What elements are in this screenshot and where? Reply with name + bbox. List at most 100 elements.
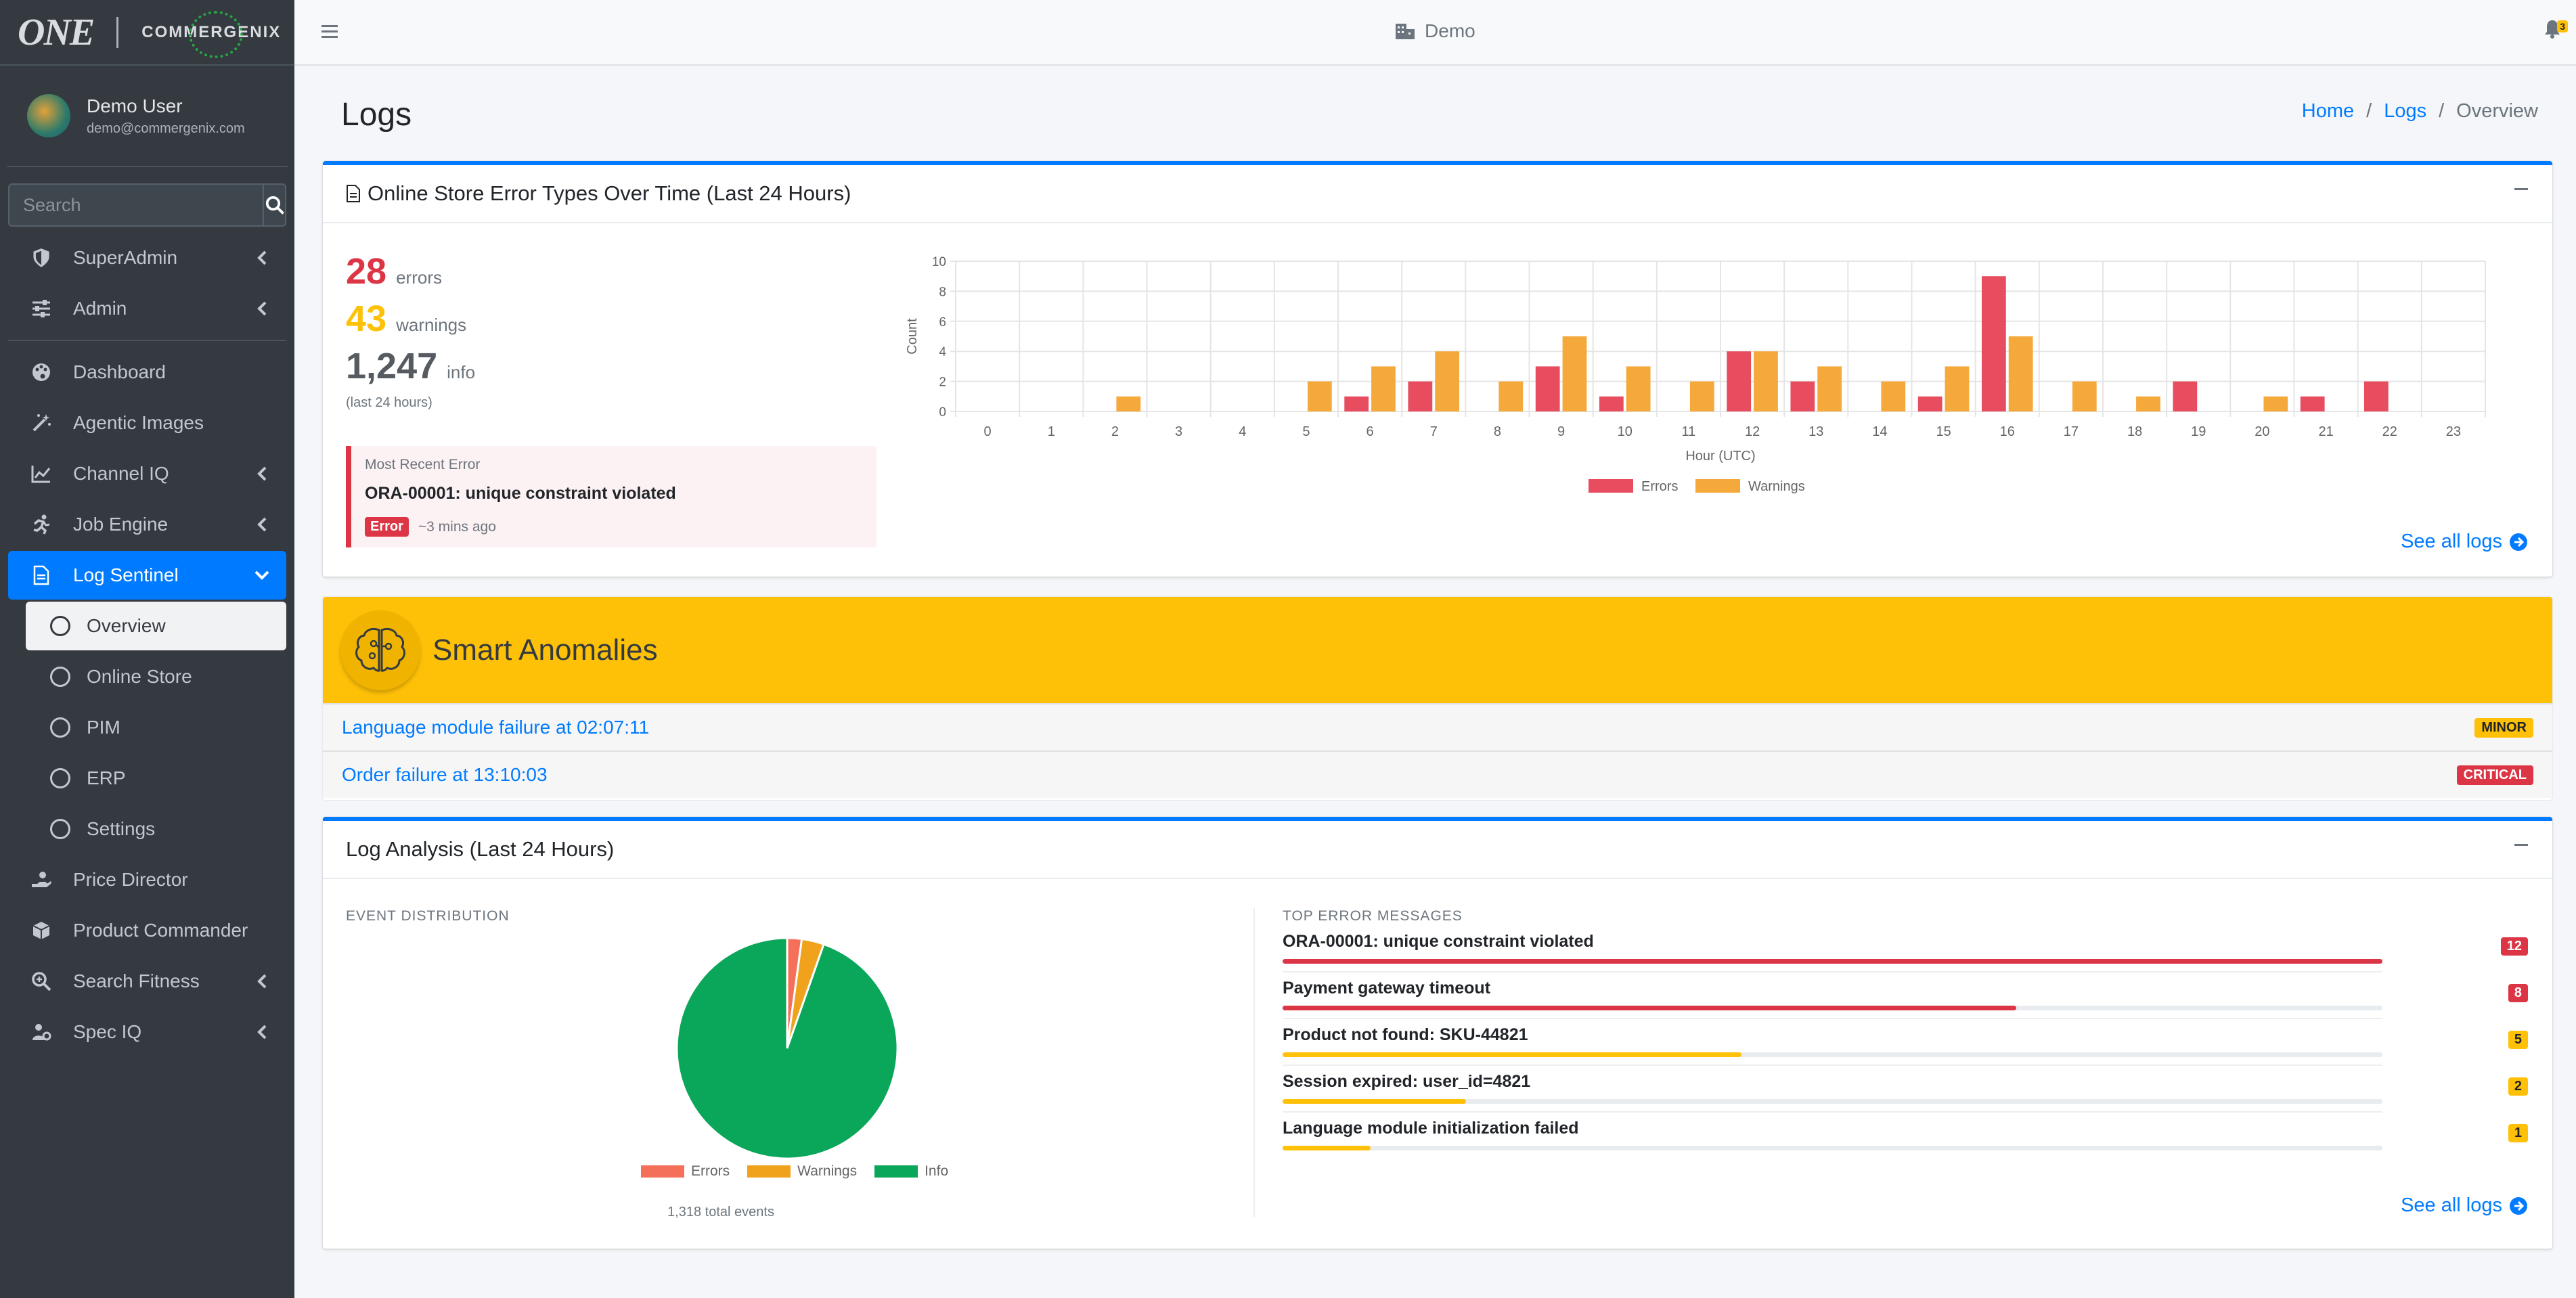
breadcrumb-home[interactable]: Home <box>2301 100 2355 122</box>
collapse-button[interactable] <box>2514 844 2528 846</box>
legend-item[interactable]: Info <box>874 1163 948 1180</box>
breadcrumb-logs[interactable]: Logs <box>2384 100 2427 122</box>
sidebar-item-label: Price Director <box>73 869 188 890</box>
brand-logo[interactable]: ONE COMMERGENIX <box>0 0 294 66</box>
search-input[interactable] <box>8 183 263 227</box>
bar-warnings[interactable] <box>1817 366 1842 411</box>
top-error-bar <box>1283 959 2382 964</box>
bar-warnings[interactable] <box>1435 351 1460 411</box>
x-tick-label: 16 <box>2000 424 2015 439</box>
bar-errors[interactable] <box>2173 381 2198 411</box>
bar-warnings[interactable] <box>2072 381 2097 411</box>
most-recent-error[interactable]: Most Recent Error ORA-00001: unique cons… <box>346 446 876 547</box>
sidebar-item-job-engine[interactable]: Job Engine <box>8 500 286 549</box>
y-axis-label: Count <box>905 318 920 355</box>
bar-errors[interactable] <box>1599 396 1624 411</box>
menu-toggle-button[interactable] <box>321 24 338 43</box>
legend-item[interactable]: Warnings <box>747 1163 857 1180</box>
top-error-message: ORA-00001: unique constraint violated <box>1283 932 1594 951</box>
sidebar-item-dashboard[interactable]: Dashboard <box>8 348 286 397</box>
pie-legend: Errors Warnings Info <box>641 1163 948 1180</box>
sidebar-subitem-label: ERP <box>87 767 126 788</box>
top-error-item[interactable]: Language module initialization failed 1 <box>1283 1119 2528 1165</box>
sidebar-subitem-pim[interactable]: PIM <box>26 703 286 752</box>
warnings-label: warnings <box>396 315 467 335</box>
x-tick-label: 21 <box>2318 424 2333 439</box>
errors-count: 28 <box>346 251 387 292</box>
sliders-icon <box>32 300 50 317</box>
top-error-item[interactable]: Session expired: user_id=4821 2 <box>1283 1072 2528 1118</box>
sidebar-item-admin[interactable]: Admin <box>8 284 286 333</box>
bar-warnings[interactable] <box>1881 381 1906 411</box>
sidebar-item-superadmin[interactable]: SuperAdmin <box>8 233 286 282</box>
anomaly-text[interactable]: Language module failure at 02:07:11 <box>342 717 650 738</box>
user-panel[interactable]: Demo User demo@commergenix.com <box>7 66 288 167</box>
bar-warnings[interactable] <box>1116 396 1141 411</box>
legend-item[interactable]: Errors <box>641 1163 730 1180</box>
sidebar-subitem-online-store[interactable]: Online Store <box>26 652 286 701</box>
bar-errors[interactable] <box>1790 381 1815 411</box>
x-tick-label: 22 <box>2382 424 2397 439</box>
bar-warnings[interactable] <box>1754 351 1778 411</box>
bar-warnings[interactable] <box>2136 396 2160 411</box>
bar-errors[interactable] <box>1727 351 1752 411</box>
bar-errors[interactable] <box>1981 276 2006 411</box>
top-error-item[interactable]: ORA-00001: unique constraint violated 12 <box>1283 932 2528 978</box>
sidebar-item-label: Job Engine <box>73 514 169 535</box>
sidebar-subitem-overview[interactable]: Overview <box>26 602 286 650</box>
bar-errors[interactable] <box>1917 396 1942 411</box>
sidebar-subitem-label: Online Store <box>87 666 192 687</box>
notifications-button[interactable] <box>2544 19 2561 43</box>
card-title: Log Analysis (Last 24 Hours) <box>346 837 615 861</box>
x-axis-label: Hour (UTC) <box>1685 449 1755 464</box>
sidebar-subitem-erp[interactable]: ERP <box>26 754 286 803</box>
bar-errors[interactable] <box>2300 396 2325 411</box>
bar-warnings[interactable] <box>1307 381 1332 411</box>
error-types-card: Online Store Error Types Over Time (Last… <box>323 161 2552 577</box>
top-error-item[interactable]: Payment gateway timeout 8 <box>1283 979 2528 1025</box>
search-plus-icon <box>32 972 51 991</box>
y-tick-label: 4 <box>939 345 946 359</box>
top-error-bar <box>1283 1052 1741 1057</box>
bar-warnings[interactable] <box>1689 381 1714 411</box>
collapse-button[interactable] <box>2514 188 2528 190</box>
see-all-logs-link[interactable]: See all logs <box>2401 1194 2528 1217</box>
legend-label: Errors <box>691 1163 730 1179</box>
legend-item[interactable]: Errors <box>1589 479 1678 494</box>
bar-errors[interactable] <box>1408 381 1433 411</box>
bar-warnings[interactable] <box>1945 366 1970 411</box>
anomaly-text[interactable]: Order failure at 13:10:03 <box>342 764 548 785</box>
bar-warnings[interactable] <box>2263 396 2288 411</box>
x-tick-label: 8 <box>1494 424 1501 439</box>
bar-warnings[interactable] <box>1498 381 1524 411</box>
anomaly-item[interactable]: Order failure at 13:10:03 CRITICAL <box>323 751 2552 798</box>
x-tick-label: 5 <box>1302 424 1310 439</box>
bar-errors[interactable] <box>1535 366 1560 411</box>
user-name[interactable]: Demo User <box>87 95 183 116</box>
sidebar-subitem-settings[interactable]: Settings <box>26 805 286 853</box>
bar-warnings[interactable] <box>2008 336 2033 411</box>
sidebar-item-product-commander[interactable]: Product Commander <box>8 906 286 955</box>
sidebar-item-channel-iq[interactable]: Channel IQ <box>8 449 286 498</box>
sidebar-item-spec-iq[interactable]: Spec IQ <box>8 1008 286 1056</box>
sidebar-item-price-director[interactable]: Price Director <box>8 855 286 904</box>
y-tick-label: 8 <box>939 285 946 299</box>
pie-slice-info[interactable] <box>675 937 899 1160</box>
anomaly-item[interactable]: Language module failure at 02:07:11 MINO… <box>323 703 2552 751</box>
see-all-logs-link[interactable]: See all logs <box>2401 531 2528 553</box>
legend-item[interactable]: Warnings <box>1695 479 1805 494</box>
bar-errors[interactable] <box>2363 381 2389 411</box>
avatar[interactable] <box>27 94 70 137</box>
search-button[interactable] <box>263 183 286 227</box>
bar-warnings[interactable] <box>1562 336 1587 411</box>
sidebar-item-log-sentinel[interactable]: Log Sentinel <box>8 551 286 600</box>
bar-errors[interactable] <box>1344 396 1369 411</box>
sidebar-item-agentic-images[interactable]: Agentic Images <box>8 399 286 447</box>
bar-warnings[interactable] <box>1371 366 1396 411</box>
top-error-message: Language module initialization failed <box>1283 1119 1579 1138</box>
chevron-down-icon <box>254 570 269 580</box>
top-error-item[interactable]: Product not found: SKU-44821 5 <box>1283 1025 2528 1071</box>
sidebar-item-search-fitness[interactable]: Search Fitness <box>8 957 286 1006</box>
shield-icon <box>33 248 49 267</box>
bar-warnings[interactable] <box>1626 366 1651 411</box>
